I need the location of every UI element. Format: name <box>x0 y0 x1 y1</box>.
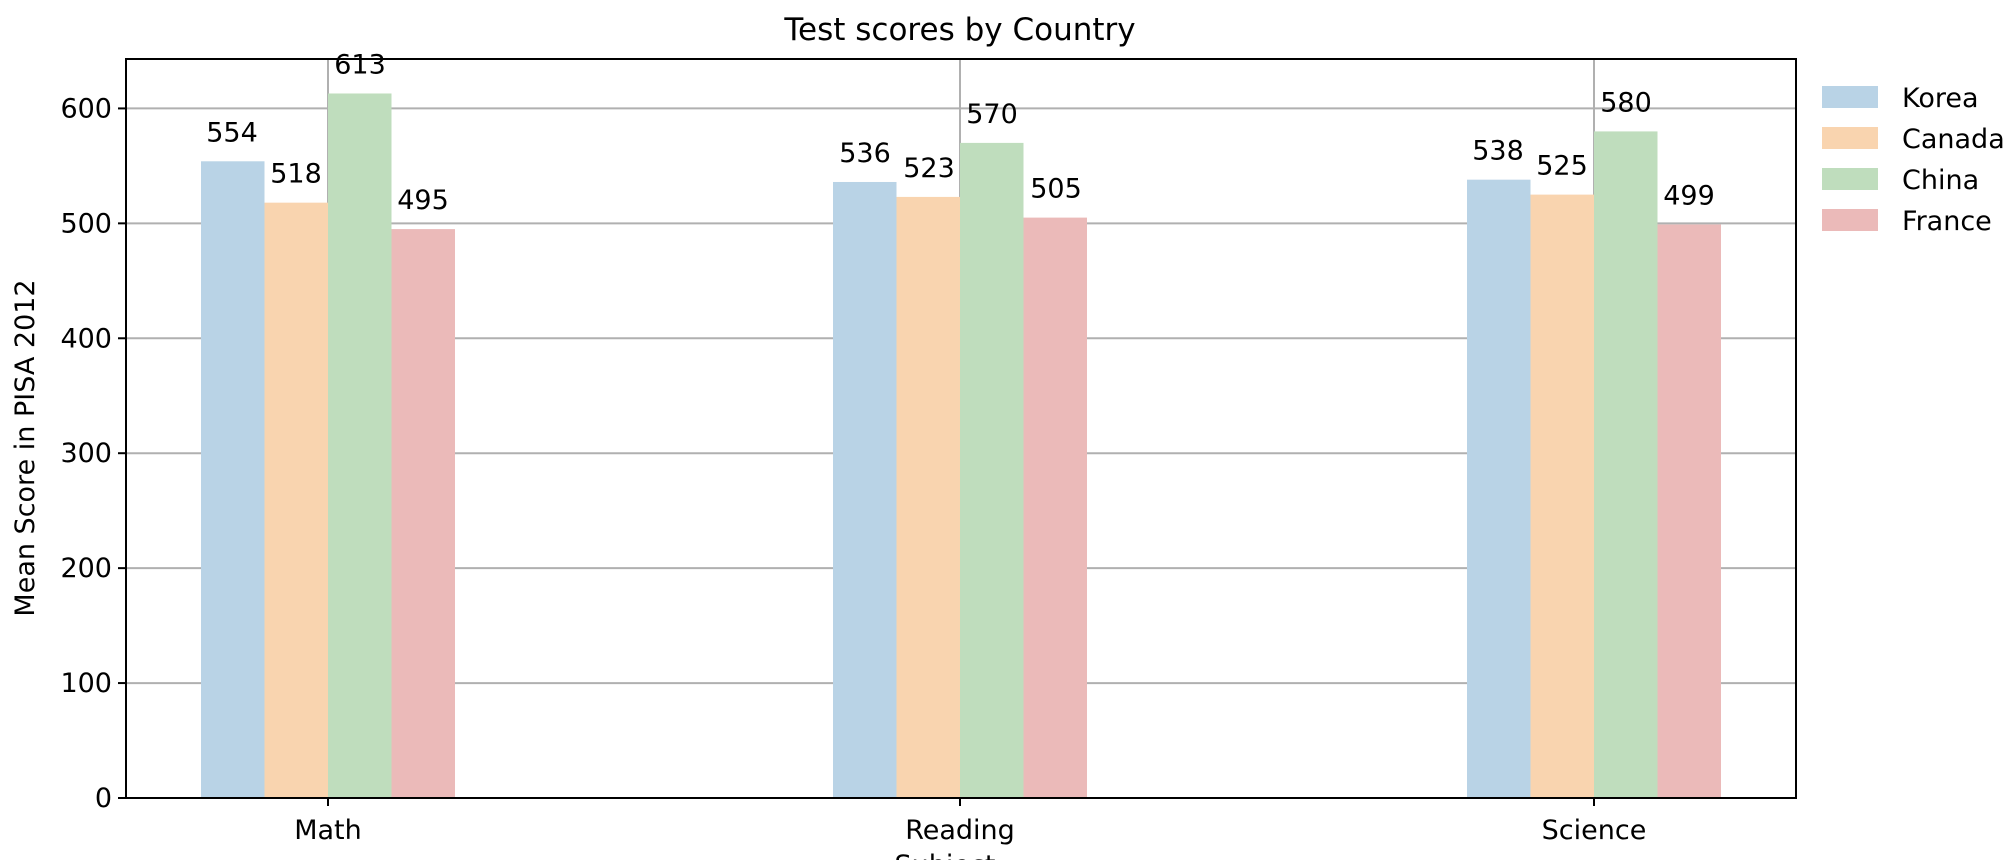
bar-france-math <box>391 229 455 798</box>
chart-title: Test scores by Country <box>783 12 1135 48</box>
bar-korea-science <box>1467 179 1531 798</box>
value-label-canada-science: 525 <box>1536 151 1588 182</box>
y-axis: 0 100 200 300 400 500 600 <box>60 93 126 814</box>
x-tick-label-science: Science <box>1542 815 1647 846</box>
x-axis-label: Subject <box>895 850 996 860</box>
value-label-china-math: 613 <box>334 49 386 80</box>
legend-label-china: China <box>1902 165 1979 196</box>
bar-korea-math <box>201 161 265 798</box>
legend-label-canada: Canada <box>1902 124 2005 155</box>
value-label-france-reading: 505 <box>1030 174 1082 205</box>
bar-china-science <box>1594 131 1658 799</box>
y-tick-label-400: 400 <box>60 323 112 354</box>
legend-swatch-china <box>1822 168 1878 190</box>
bar-france-reading <box>1023 217 1087 799</box>
value-label-canada-reading: 523 <box>903 153 955 184</box>
value-label-korea-science: 538 <box>1472 136 1524 167</box>
y-tick-label-600: 600 <box>60 93 112 124</box>
y-tick-label-100: 100 <box>60 668 112 699</box>
x-axis: Math Reading Science <box>294 798 1646 846</box>
value-label-korea-math: 554 <box>206 117 258 148</box>
bar-canada-reading <box>896 196 960 798</box>
bar-canada-science <box>1530 194 1594 798</box>
value-label-france-science: 499 <box>1663 180 1715 211</box>
value-label-france-math: 495 <box>397 185 449 216</box>
bar-canada-math <box>264 202 328 798</box>
bar-china-reading <box>960 142 1024 798</box>
y-axis-label: Mean Score in PISA 2012 <box>10 279 41 616</box>
legend-label-korea: Korea <box>1902 83 1979 114</box>
y-tick-label-500: 500 <box>60 208 112 239</box>
legend-swatch-france <box>1822 209 1878 231</box>
value-label-china-reading: 570 <box>966 99 1018 130</box>
value-label-korea-reading: 536 <box>839 138 891 169</box>
bars <box>201 93 1721 799</box>
bar-china-math <box>328 93 392 798</box>
value-label-china-science: 580 <box>1600 87 1652 118</box>
x-tick-label-math: Math <box>294 815 362 846</box>
y-tick-label-0: 0 <box>95 783 112 814</box>
y-tick-label-300: 300 <box>60 438 112 469</box>
bar-france-science <box>1657 224 1721 799</box>
value-labels: 554 518 613 495 536 523 570 505 538 525 580 499 <box>206 49 1715 216</box>
y-tick-label-200: 200 <box>60 553 112 584</box>
legend-swatch-korea <box>1822 86 1878 108</box>
x-tick-label-reading: Reading <box>905 815 1015 846</box>
value-label-canada-math: 518 <box>270 159 322 190</box>
bar-korea-reading <box>833 181 897 799</box>
legend-label-france: France <box>1902 206 1992 237</box>
legend-swatch-canada <box>1822 127 1878 149</box>
legend: Korea Canada China France <box>1822 83 2005 237</box>
